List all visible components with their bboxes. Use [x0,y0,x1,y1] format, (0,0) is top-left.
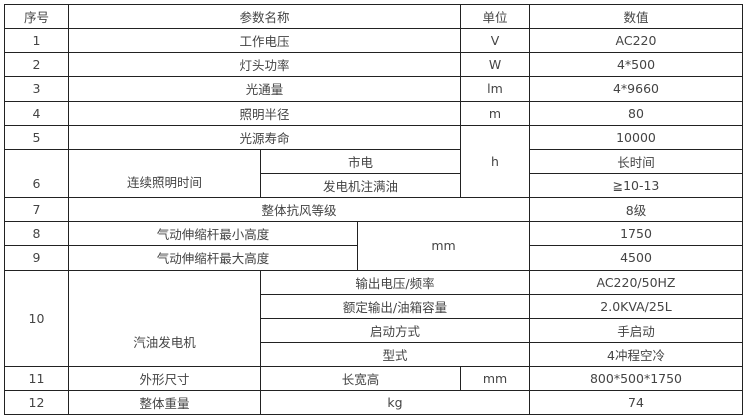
row-no: 2 [5,53,69,78]
row-no: 11 [5,367,69,392]
row-param: 汽油发电机 [69,270,261,368]
row-unit: mm [358,222,530,271]
row-unit: lm [461,77,530,102]
row-unit: mm [461,367,530,392]
spec-table: 序号 参数名称 单位 数值 1 工作电压 V AC220 2 灯头功率 W 4*… [4,4,743,416]
row-unit: m [461,101,530,126]
row-no: 4 [5,101,69,126]
header-no: 序号 [5,5,69,30]
row-value: 10000 [530,125,743,150]
row-value: ≧10-13 [530,173,743,199]
row-no: 3 [5,77,69,102]
row-value: 80 [530,101,743,126]
row-unit: kg [261,391,530,416]
row-unit: h [461,125,530,199]
row-sub: 长宽高 [261,367,461,392]
row-sub: 市电 [261,149,461,174]
row-param: 工作电压 [69,29,461,54]
row-no: 7 [5,198,69,223]
row-value: 800*500*1750 [530,367,743,392]
row-value: 4*9660 [530,77,743,102]
row-param: 照明半径 [69,101,461,126]
row-value: 74 [530,391,743,416]
row-no: 8 [5,222,69,247]
row-sub: 发电机注满油 [261,173,461,199]
row-value: 1750 [530,222,743,247]
row-value: 2.0KVA/25L [530,294,743,319]
row-sub: 型式 [261,342,530,368]
row-sub: 启动方式 [261,318,530,343]
header-value: 数值 [530,5,743,30]
header-unit: 单位 [461,5,530,30]
row-no: 6 [5,149,69,199]
row-no: 1 [5,29,69,54]
row-param: 整体抗风等级 [69,198,530,223]
row-value: AC220/50HZ [530,270,743,295]
row-param: 光通量 [69,77,461,102]
row-unit: V [461,29,530,54]
row-param: 气动伸缩杆最大高度 [69,246,358,271]
row-no: 12 [5,391,69,416]
row-value: 手启动 [530,318,743,343]
row-value: 4冲程空冷 [530,342,743,368]
row-param: 气动伸缩杆最小高度 [69,222,358,247]
row-param: 整体重量 [69,391,261,416]
row-no: 10 [5,270,69,368]
row-sub: 额定输出/油箱容量 [261,294,530,319]
header-param: 参数名称 [69,5,461,30]
row-unit: W [461,53,530,78]
row-no: 9 [5,246,69,271]
row-sub: 输出电压/频率 [261,270,530,295]
row-no: 5 [5,125,69,150]
row-value: 4*500 [530,53,743,78]
row-value: 8级 [530,198,743,223]
row-param: 光源寿命 [69,125,461,150]
row-param: 外形尺寸 [69,367,261,392]
row-value: AC220 [530,29,743,54]
row-value: 长时间 [530,149,743,174]
row-param: 连续照明时间 [69,149,261,199]
row-value: 4500 [530,246,743,271]
row-param: 灯头功率 [69,53,461,78]
